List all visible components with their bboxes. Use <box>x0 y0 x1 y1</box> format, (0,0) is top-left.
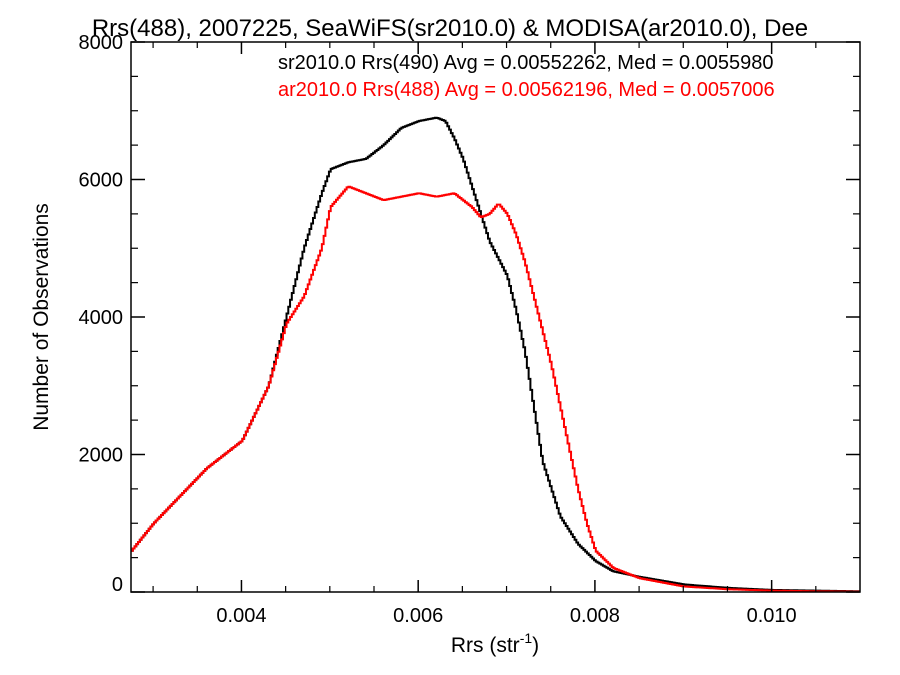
series-line-0 <box>131 116 861 593</box>
y-tick-label: 8000 <box>79 32 124 54</box>
y-axis-title: Number of Observations <box>30 203 53 431</box>
legend: sr2010.0 Rrs(490) Avg = 0.00552262, Med … <box>278 52 775 101</box>
y-tick-label: 4000 <box>79 307 124 329</box>
x-tick-label: 0.004 <box>216 605 266 627</box>
legend-entry-sr2010: sr2010.0 Rrs(490) Avg = 0.00552262, Med … <box>278 52 774 74</box>
x-axis-title-main: Rrs (str <box>451 634 520 657</box>
y-tick-label: 0 <box>112 574 123 596</box>
x-tick-label: 0.006 <box>393 605 443 627</box>
legend-entry-ar2010: ar2010.0 Rrs(488) Avg = 0.00562196, Med … <box>278 79 775 101</box>
series-layer <box>131 116 861 593</box>
y-tick-label: 2000 <box>79 445 124 467</box>
chart-title: Rrs(488), 2007225, SeaWiFS(sr2010.0) & M… <box>92 15 808 42</box>
x-axis-title: Rrs (str-1) <box>451 630 539 657</box>
series-line-1 <box>131 185 861 593</box>
y-tick-label: 6000 <box>79 170 124 192</box>
x-axis-title-superscript: -1 <box>520 630 533 646</box>
ticks-layer: 0.004 0.006 0.008 0.010 0 2000 4000 6000 8000 <box>79 32 860 627</box>
x-axis-title-end: ) <box>532 634 539 657</box>
plot-frame <box>130 41 861 593</box>
x-tick-label: 0.010 <box>747 605 797 627</box>
x-tick-label: 0.008 <box>570 605 620 627</box>
